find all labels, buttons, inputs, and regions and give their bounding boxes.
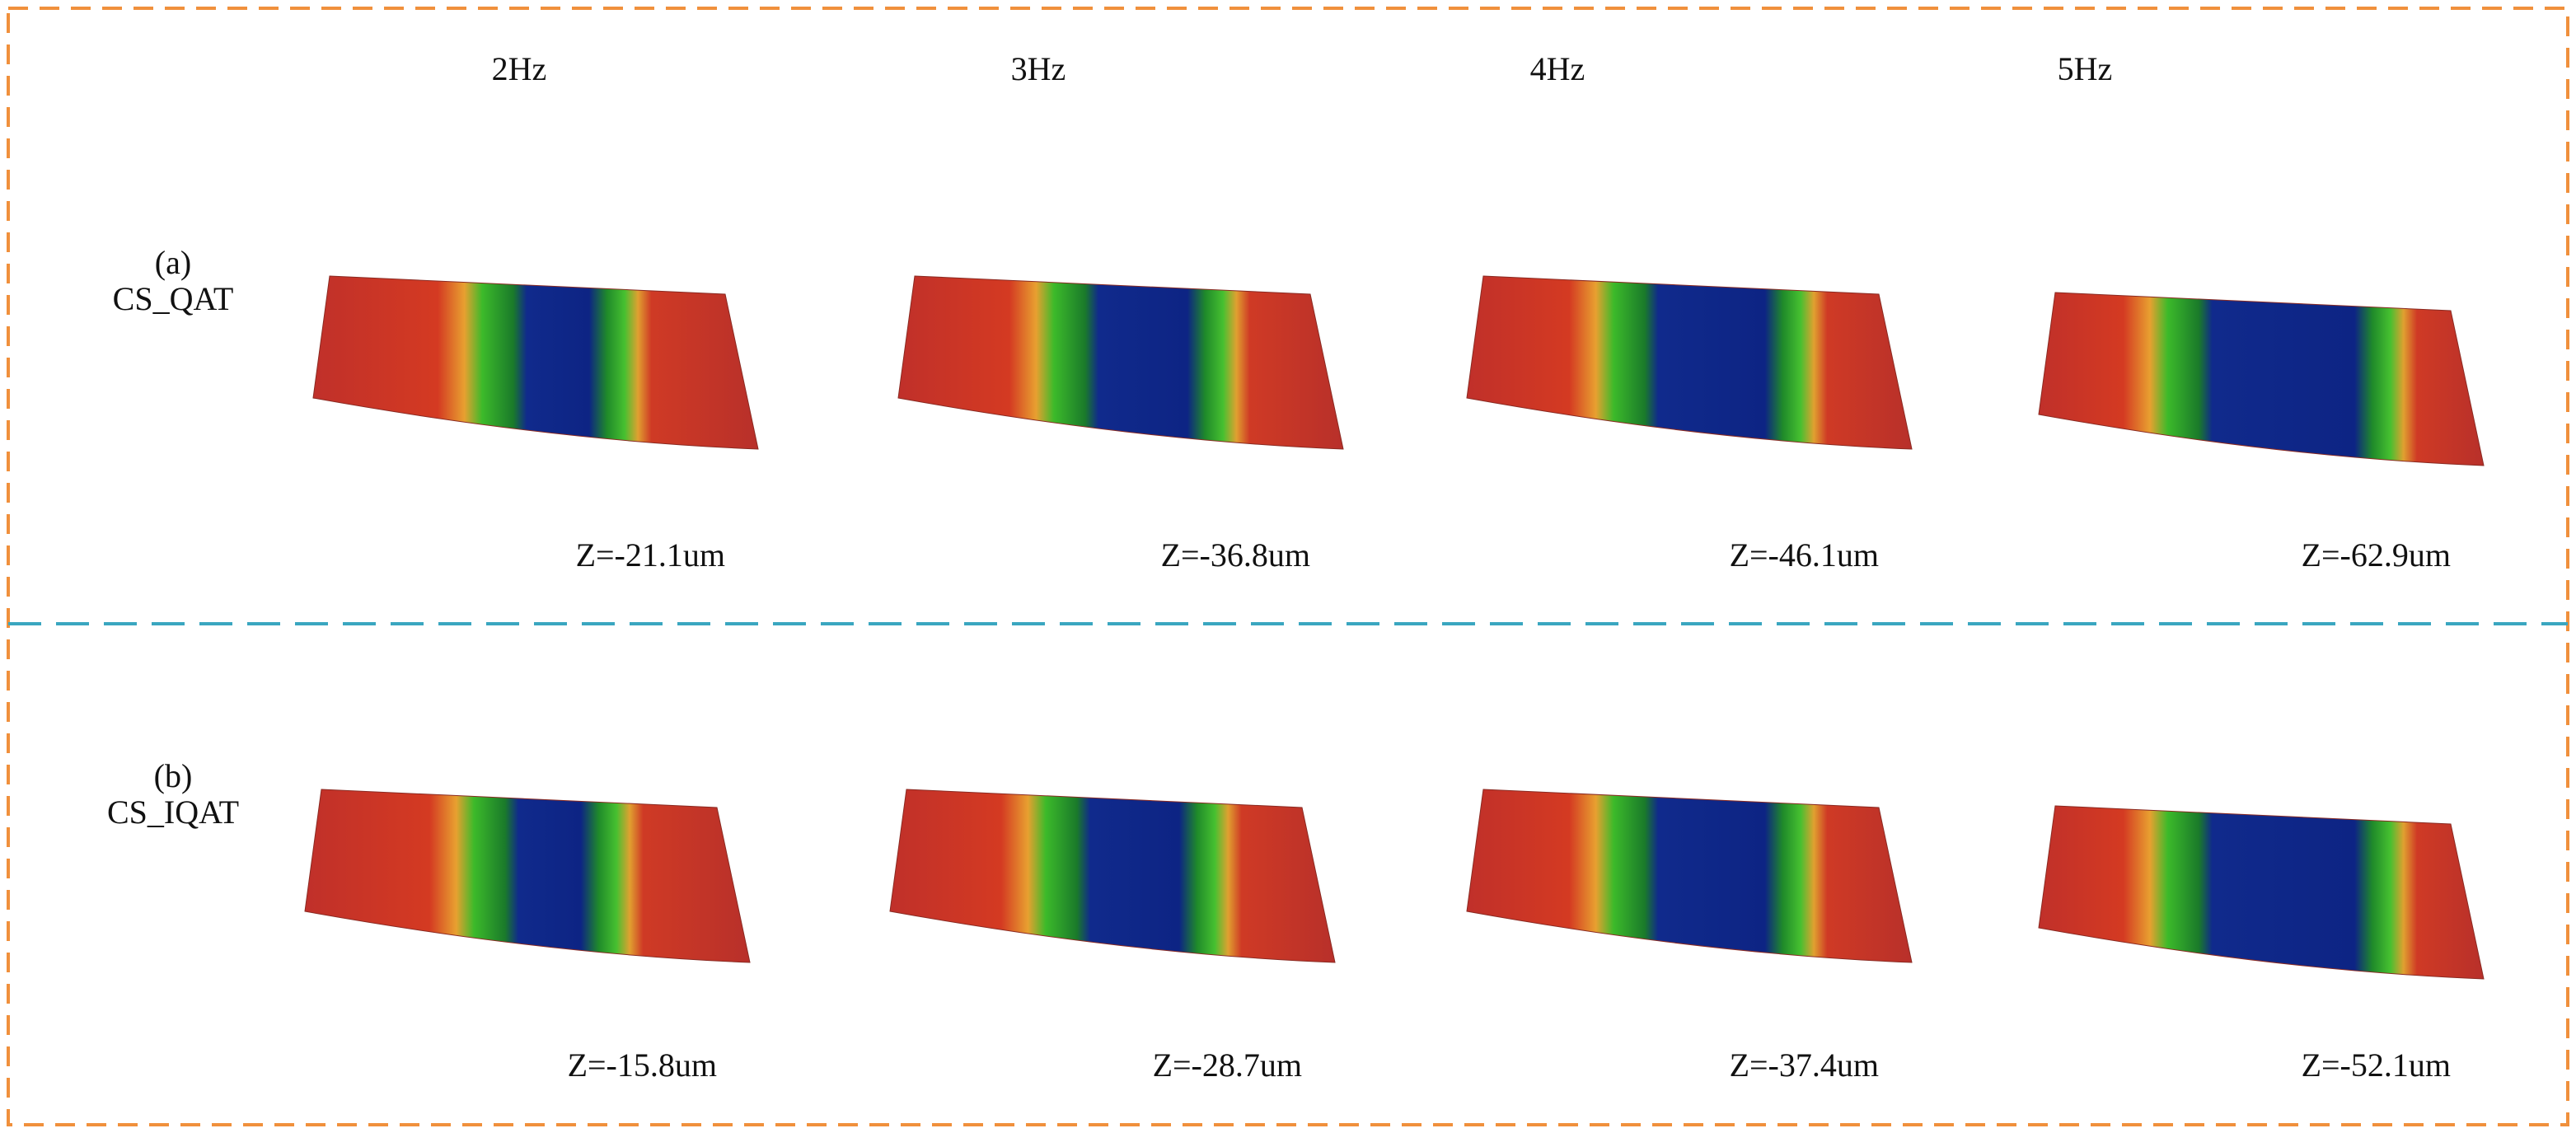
column-header: 3Hz <box>1011 50 1066 87</box>
row-tag: (b) <box>154 757 193 794</box>
surface-plot <box>304 789 751 963</box>
surface-plot <box>312 275 759 450</box>
row-label: CS_IQAT <box>107 794 239 831</box>
column-header: 2Hz <box>492 50 547 87</box>
row-label: CS_QAT <box>113 280 234 317</box>
outer-frame <box>7 7 2569 1126</box>
depth-label: Z=-62.9um <box>2302 536 2451 574</box>
surface-plot <box>1466 789 1913 963</box>
depth-label: Z=-28.7um <box>1153 1046 1302 1084</box>
depth-label: Z=-36.8um <box>1161 536 1310 574</box>
surface-plot <box>897 275 1344 450</box>
surface-plot <box>1466 275 1913 450</box>
column-header: 4Hz <box>1530 50 1585 87</box>
surface-plot <box>2038 292 2485 466</box>
row-tag: (a) <box>155 244 191 281</box>
depth-label: Z=-21.1um <box>576 536 725 574</box>
depth-label: Z=-37.4um <box>1730 1046 1879 1084</box>
surface-plot <box>2038 805 2485 980</box>
surface-plot <box>889 789 1336 963</box>
depth-label: Z=-46.1um <box>1730 536 1879 574</box>
column-header: 5Hz <box>2058 50 2113 87</box>
depth-label: Z=-15.8um <box>568 1046 717 1084</box>
content: 2Hz 3Hz 4Hz 5Hz (a)CS_QAT Z=-21.1um Z=-36.8um Z… <box>107 50 2485 1084</box>
depth-label: Z=-52.1um <box>2302 1046 2451 1084</box>
